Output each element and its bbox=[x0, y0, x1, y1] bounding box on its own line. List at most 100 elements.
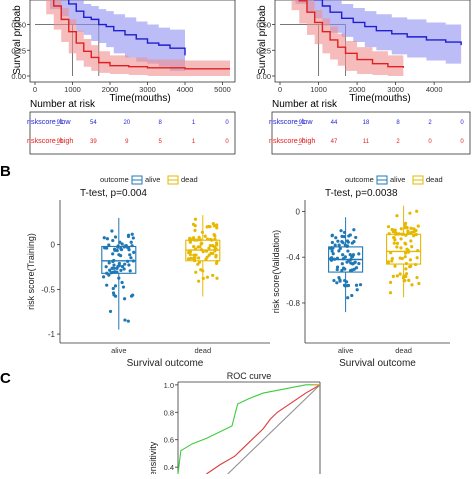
data-point bbox=[213, 237, 217, 241]
x-tick-label: 5000 bbox=[214, 85, 231, 94]
data-point bbox=[408, 231, 413, 235]
data-point bbox=[111, 286, 115, 291]
data-point bbox=[331, 246, 335, 250]
risk-count: 39 bbox=[90, 139, 97, 145]
data-point bbox=[415, 275, 419, 280]
data-point bbox=[357, 261, 361, 266]
data-point bbox=[403, 278, 407, 283]
data-point bbox=[333, 243, 337, 247]
survival-line-riskscore_high bbox=[53, 0, 230, 70]
data-point bbox=[101, 275, 106, 279]
data-point bbox=[397, 232, 401, 236]
data-point bbox=[403, 255, 407, 259]
data-point bbox=[349, 261, 353, 265]
x-tick-label: 0 bbox=[33, 85, 37, 94]
data-point bbox=[204, 249, 209, 253]
data-point bbox=[107, 273, 111, 277]
data-point bbox=[401, 232, 405, 236]
data-point bbox=[335, 267, 339, 272]
data-point bbox=[388, 291, 393, 295]
y-tick-label: 0.50 bbox=[256, 21, 271, 30]
data-point bbox=[111, 266, 115, 270]
data-point bbox=[404, 233, 408, 237]
data-point bbox=[355, 288, 359, 292]
data-point bbox=[111, 238, 115, 243]
data-point bbox=[404, 272, 409, 276]
data-point bbox=[195, 238, 199, 242]
legend-label-dead: dead bbox=[426, 175, 443, 184]
data-point bbox=[410, 283, 414, 287]
data-point bbox=[352, 228, 356, 232]
y-tick-label: -1 bbox=[48, 330, 56, 339]
y-tick-label: 0 bbox=[51, 241, 56, 250]
survival-line-riskscore_low bbox=[68, 0, 186, 56]
risk-count: 5 bbox=[159, 139, 163, 145]
data-point bbox=[332, 278, 336, 283]
risk-count: 2 bbox=[396, 139, 400, 145]
data-point bbox=[105, 237, 110, 241]
y-tick-label: 0.00 bbox=[11, 72, 26, 81]
data-point bbox=[194, 270, 198, 274]
data-point bbox=[207, 253, 211, 257]
y-tick-label: -0.4 bbox=[286, 253, 300, 262]
y-tick-label: 0.25 bbox=[11, 46, 26, 55]
data-point bbox=[409, 226, 413, 230]
ttest-title: T-test, p=0.0038 bbox=[325, 188, 398, 199]
y-tick-label: 0 bbox=[296, 207, 301, 216]
km-plot-left: Survival probab 0.00 0.25 0.50 0 1000 2000 30… bbox=[11, 0, 236, 104]
data-point bbox=[193, 247, 198, 251]
risk-table-left-title: Number at risk bbox=[30, 99, 96, 110]
data-point bbox=[399, 246, 403, 250]
data-point bbox=[119, 254, 123, 258]
x-tick-label: 2000 bbox=[349, 85, 366, 94]
data-point bbox=[197, 256, 201, 260]
data-point bbox=[347, 259, 351, 263]
data-point bbox=[194, 253, 198, 257]
x-tick-label: alive bbox=[338, 346, 353, 355]
data-point bbox=[346, 249, 350, 253]
roc-plot: ROC curve 0.4 0.6 0.8 1.0 Sensitivity bbox=[148, 371, 321, 479]
data-point bbox=[186, 257, 191, 261]
km-right-xticks: 0 1000 2000 3000 4000 bbox=[278, 82, 443, 94]
risk-count: 1 bbox=[192, 120, 196, 126]
data-point bbox=[406, 248, 410, 252]
legend-title: outcome bbox=[100, 175, 129, 184]
data-point bbox=[412, 227, 416, 231]
data-point bbox=[112, 258, 116, 263]
roc-y-tick-label: 0.4 bbox=[164, 463, 174, 472]
roc-line-1 bbox=[206, 384, 321, 475]
data-point bbox=[130, 232, 134, 236]
data-point bbox=[120, 242, 124, 246]
data-point bbox=[192, 259, 197, 263]
data-point bbox=[350, 268, 354, 272]
km-right-plot-area bbox=[274, 0, 471, 83]
data-point bbox=[214, 261, 219, 265]
data-point bbox=[198, 238, 203, 242]
data-point bbox=[126, 234, 131, 239]
data-point bbox=[331, 252, 335, 256]
data-point bbox=[352, 239, 356, 244]
km-plot-right: Survival probab 0.00 0.25 0.50 0 1000 2000 30… bbox=[256, 0, 471, 104]
data-point bbox=[332, 257, 337, 261]
legend-label-alive: alive bbox=[145, 175, 160, 184]
legend-label-dead: dead bbox=[181, 175, 198, 184]
data-point bbox=[108, 309, 113, 314]
data-point bbox=[131, 293, 135, 297]
data-point bbox=[415, 209, 419, 213]
data-point bbox=[386, 260, 390, 264]
data-point bbox=[123, 318, 127, 322]
panel-label-b: B bbox=[0, 163, 11, 180]
data-point bbox=[203, 234, 207, 238]
y-tick-label: -0.5 bbox=[41, 285, 55, 294]
data-point bbox=[126, 319, 130, 323]
panel-label-c: C bbox=[0, 370, 11, 387]
boxplot-training: outcome alive dead T-test, p=0.004 -1 -0.5 0 ri… bbox=[26, 175, 270, 369]
data-point bbox=[341, 253, 345, 257]
risk-count: 20 bbox=[123, 120, 130, 126]
data-point bbox=[408, 211, 412, 215]
km-right-yticks: 0.00 0.25 0.50 bbox=[256, 21, 275, 81]
data-point bbox=[337, 276, 341, 280]
data-point bbox=[392, 241, 396, 245]
data-point bbox=[337, 243, 341, 247]
km-left-curves bbox=[35, 0, 230, 76]
